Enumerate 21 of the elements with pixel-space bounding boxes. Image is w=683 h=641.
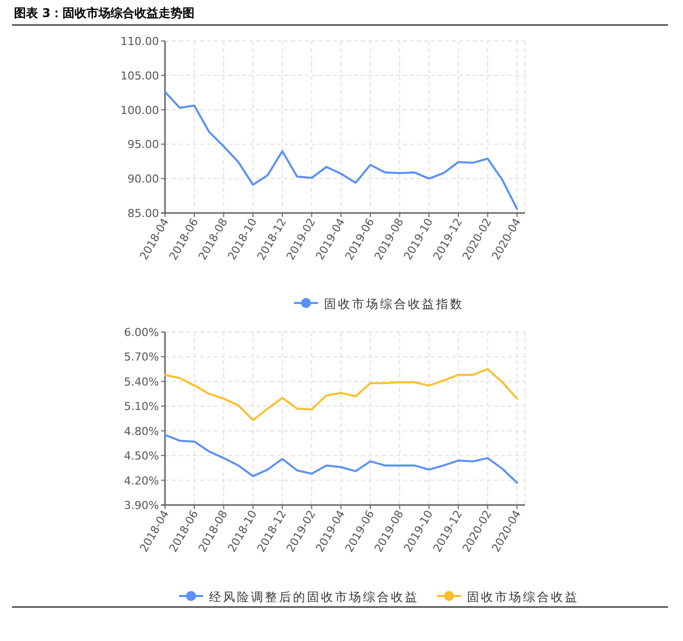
line-series [164,434,518,484]
y-tick-label: 85.00 [128,207,159,220]
y-tick-label: 5.70% [124,350,159,364]
y-tick-label: 4.80% [124,424,159,438]
legend-label: 经风险调整后的固收市场综合收益 [209,590,419,604]
y-tick-label: 90.00 [128,172,159,186]
y-tick-label: 5.10% [124,400,159,414]
y-tick-label: 95.00 [128,138,159,152]
legend-label: 固收市场综合收益 [467,590,579,604]
y-tick-label: 3.90% [124,499,159,512]
chart-title: 图表 3：固收市场综合收益走势图 [14,6,195,20]
y-tick-label: 105.00 [120,69,159,82]
y-tick-label: 110.00 [120,35,159,48]
line-series [164,90,518,210]
y-tick-label: 4.20% [124,474,159,488]
y-tick-label: 100.00 [120,104,159,117]
y-tick-label: 5.40% [124,375,159,388]
y-tick-label: 6.00% [124,326,159,339]
line-series [164,368,518,422]
y-tick-label: 4.50% [124,450,159,463]
legend-label: 固收市场综合收益指数 [324,297,464,311]
